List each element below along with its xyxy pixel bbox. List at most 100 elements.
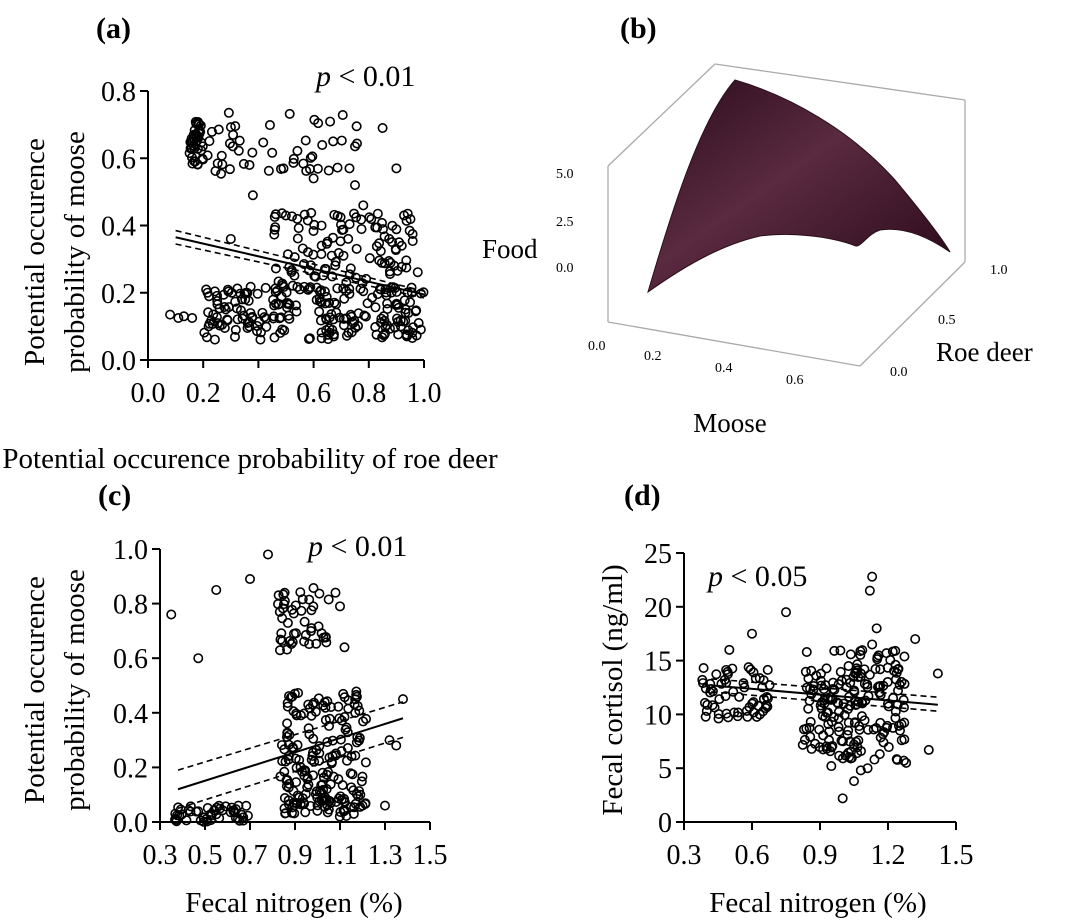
data-point: [855, 649, 866, 660]
data-point: [898, 755, 909, 766]
data-point: [825, 692, 836, 703]
data-point: [292, 145, 303, 156]
data-point: [799, 724, 810, 735]
data-point: [339, 293, 350, 304]
data-point: [350, 750, 361, 761]
data-point: [236, 294, 247, 305]
data-point: [282, 644, 293, 655]
data-point: [323, 165, 334, 176]
data-point: [273, 298, 284, 309]
data-point: [282, 701, 293, 712]
data-point: [878, 737, 889, 748]
data-point: [302, 774, 313, 785]
data-point: [229, 331, 240, 342]
data-point: [390, 245, 401, 256]
y-tick-label: 0.8: [101, 77, 136, 108]
data-point: [371, 329, 382, 340]
x-tick-label: 0.9: [803, 840, 838, 871]
data-point: [402, 208, 413, 219]
data-point: [359, 310, 370, 321]
data-point: [230, 324, 241, 335]
data-point: [206, 126, 217, 137]
data-point: [298, 258, 309, 269]
data-point: [320, 298, 331, 309]
ci-upper-line: [177, 701, 404, 771]
data-point: [896, 676, 907, 687]
data-point: [308, 733, 319, 744]
data-point: [299, 636, 310, 647]
y-tick-label: 0.2: [101, 279, 136, 310]
data-point: [165, 309, 176, 320]
data-point: [300, 135, 311, 146]
data-point: [818, 730, 829, 741]
regression-line: [711, 684, 938, 706]
y-tick-label: 0.4: [101, 212, 136, 243]
data-point: [843, 725, 854, 736]
data-point: [890, 712, 901, 723]
data-point: [341, 330, 352, 341]
data-point: [335, 806, 346, 817]
data-point: [405, 297, 416, 308]
data-point: [867, 639, 878, 650]
data-point: [245, 574, 256, 585]
data-point: [303, 284, 314, 295]
data-point: [355, 789, 366, 800]
box-edge: [607, 321, 861, 367]
panel-c-ylabel-line1: Potential occurence: [19, 576, 51, 804]
x-tick-label: 0.5: [188, 840, 223, 871]
panel-c-label: (c): [98, 479, 131, 512]
data-point: [316, 249, 327, 260]
y-tick-label: 20: [644, 593, 672, 624]
data-point: [227, 141, 238, 152]
data-point: [372, 222, 383, 233]
data-point: [211, 584, 222, 595]
y-tick-label: 15: [644, 647, 672, 678]
data-point: [224, 138, 235, 149]
data-point: [214, 813, 225, 824]
data-point: [366, 214, 377, 225]
data-point: [346, 751, 357, 762]
data-point: [302, 247, 313, 258]
data-point: [278, 163, 289, 174]
data-point: [322, 236, 333, 247]
data-point: [826, 716, 837, 727]
data-point: [382, 304, 393, 315]
x-tick-0.0: 0.0: [588, 339, 606, 354]
data-point: [333, 774, 344, 785]
data-point: [282, 718, 293, 729]
data-point: [317, 140, 328, 151]
data-point: [284, 108, 295, 119]
data-point: [358, 200, 369, 211]
data-point: [299, 616, 310, 627]
data-point: [713, 713, 724, 724]
data-point: [321, 314, 332, 325]
z-axis-ticks: 5.0 2.5 0.0: [556, 167, 574, 276]
data-point: [829, 645, 840, 656]
data-point: [377, 332, 388, 343]
data-point: [209, 334, 220, 345]
y-tick-label: 0: [658, 808, 672, 839]
data-point: [356, 776, 367, 787]
data-point: [284, 635, 295, 646]
data-point: [319, 801, 330, 812]
data-point: [899, 651, 910, 662]
data-point: [202, 803, 213, 814]
data-point: [816, 703, 827, 714]
data-point: [893, 685, 904, 696]
data-point: [821, 663, 832, 674]
data-point: [216, 168, 227, 179]
data-point: [279, 766, 290, 777]
data-point: [287, 691, 298, 702]
data-point: [305, 282, 316, 293]
data-point: [233, 145, 244, 156]
data-point: [390, 299, 401, 310]
y-tick-0.0: 0.0: [890, 365, 908, 380]
data-point: [305, 152, 316, 163]
data-point: [279, 325, 290, 336]
data-point: [862, 679, 873, 690]
data-point: [235, 288, 246, 299]
data-point: [187, 312, 198, 323]
data-point: [857, 645, 868, 656]
data-point: [325, 779, 336, 790]
data-point: [362, 298, 373, 309]
